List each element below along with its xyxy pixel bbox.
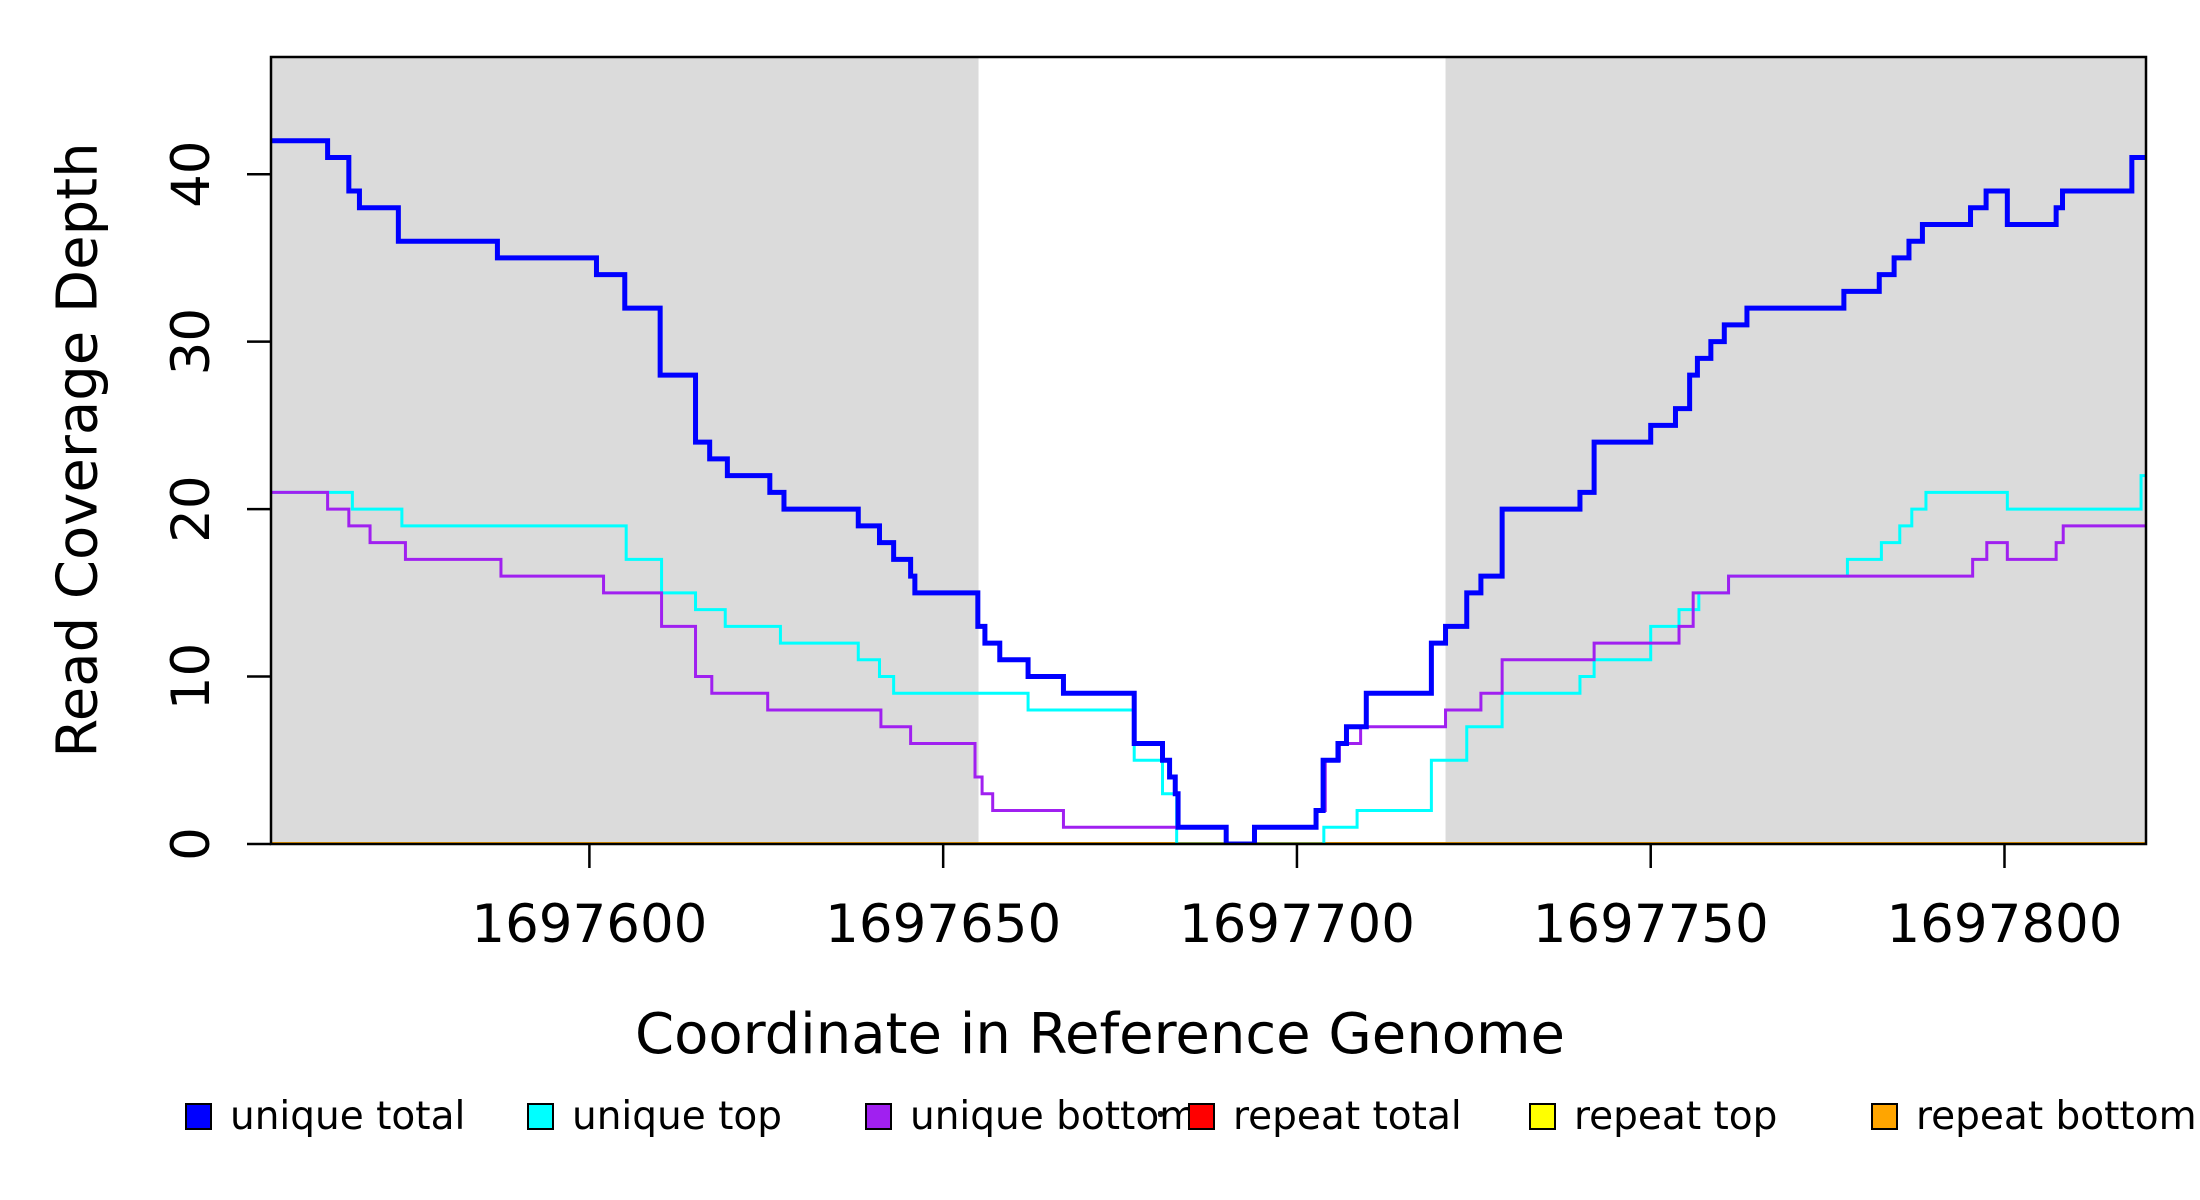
y-axis-title: Read Coverage Depth [45,142,111,758]
legend-label-repeat-total: repeat total [1233,1093,1462,1139]
legend-label-unique-total: unique total [230,1093,466,1139]
legend-swatch-unique-total-icon [185,1102,212,1130]
x-tick-label: 1697600 [471,894,707,955]
legend-label-repeat-bottom: repeat bottom [1916,1093,2197,1139]
legend-item-repeat-total: repeat total [1188,1093,1462,1139]
shaded-region-left-repeat-flank [271,57,979,844]
legend-swatch-unique-bottom-icon [865,1102,892,1130]
y-tick-label: 40 [161,140,222,207]
x-tick-label: 1697700 [1179,894,1415,955]
series-line-unique-total [271,138,2146,844]
x-tick-label: 1697750 [1533,894,1769,955]
legend-item-unique-total: unique total [185,1093,466,1139]
plot-box [269,55,2148,846]
legend-swatch-repeat-bottom-icon [1871,1102,1898,1130]
coverage-plot: 1697600 1697650 1697700 1697750 1697800 0 10 20… [161,55,2148,955]
legend-swatch-repeat-top-icon [1529,1102,1556,1130]
legend-item-repeat-bottom: repeat bottom [1871,1093,2197,1139]
legend-label-unique-bottom: unique bottom [910,1093,1198,1139]
legend-label-unique-top: unique top [572,1093,783,1139]
stray-mark [1158,1111,1163,1117]
y-tick-label: 20 [161,475,222,542]
legend-swatch-unique-top-icon [527,1102,554,1130]
y-tick-label: 10 [161,643,222,710]
shaded-region-right-repeat-flank [1445,57,2146,844]
y-tick-label: 0 [161,827,222,861]
y-tick-label: 30 [161,308,222,375]
x-tick-label: 1697800 [1886,894,2122,955]
legend-item-unique-bottom: unique bottom [865,1093,1198,1139]
legend-item-unique-top: unique top [527,1093,783,1139]
x-tick-label: 1697650 [825,894,1061,955]
legend-swatch-repeat-total-icon [1188,1102,1215,1130]
series-line-unique-bottom [271,490,2146,844]
series-line-unique-top [271,474,2146,844]
legend-label-repeat-top: repeat top [1574,1093,1778,1139]
legend-item-repeat-top: repeat top [1529,1093,1778,1139]
x-axis-title: Coordinate in Reference Genome [634,1002,1566,1067]
